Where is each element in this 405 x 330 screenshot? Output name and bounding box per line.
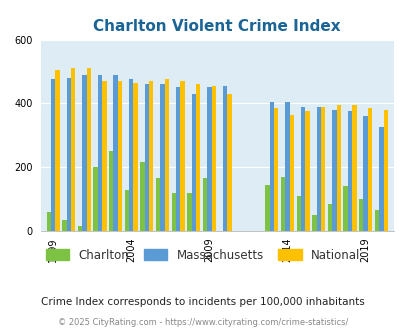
Bar — [196, 84, 200, 231]
Bar — [316, 107, 320, 231]
Bar — [358, 199, 362, 231]
Bar — [93, 167, 98, 231]
Bar — [265, 185, 269, 231]
Bar — [124, 189, 129, 231]
Bar — [86, 68, 91, 231]
Bar — [305, 112, 309, 231]
Bar — [347, 112, 352, 231]
Legend: Charlton, Massachusetts, National: Charlton, Massachusetts, National — [41, 244, 364, 266]
Bar — [367, 108, 371, 231]
Text: © 2025 CityRating.com - https://www.cityrating.com/crime-statistics/: © 2025 CityRating.com - https://www.city… — [58, 318, 347, 327]
Bar — [300, 107, 305, 231]
Bar — [211, 86, 215, 231]
Bar — [378, 127, 383, 231]
Bar — [285, 102, 289, 231]
Bar — [269, 102, 273, 231]
Bar — [113, 75, 117, 231]
Bar — [296, 196, 300, 231]
Bar — [156, 178, 160, 231]
Bar — [117, 81, 122, 231]
Bar — [55, 70, 60, 231]
Bar — [207, 87, 211, 231]
Bar — [140, 162, 144, 231]
Bar — [311, 215, 316, 231]
Bar — [71, 68, 75, 231]
Bar — [320, 107, 324, 231]
Bar — [164, 80, 168, 231]
Bar — [187, 193, 191, 231]
Bar — [109, 151, 113, 231]
Bar — [343, 186, 347, 231]
Bar — [129, 80, 133, 231]
Bar — [202, 178, 207, 231]
Text: Crime Index corresponds to incidents per 100,000 inhabitants: Crime Index corresponds to incidents per… — [41, 297, 364, 307]
Bar — [374, 210, 378, 231]
Bar — [66, 78, 71, 231]
Bar — [327, 204, 331, 231]
Bar — [62, 220, 66, 231]
Bar — [352, 105, 356, 231]
Bar — [149, 81, 153, 231]
Bar — [280, 177, 285, 231]
Bar — [98, 75, 102, 231]
Bar — [180, 81, 184, 231]
Bar — [175, 87, 180, 231]
Bar — [383, 110, 387, 231]
Bar — [47, 212, 51, 231]
Bar — [133, 82, 137, 231]
Bar — [336, 105, 340, 231]
Bar — [273, 108, 278, 231]
Bar — [82, 75, 86, 231]
Bar — [331, 110, 336, 231]
Bar — [51, 80, 55, 231]
Bar — [171, 193, 175, 231]
Bar — [289, 115, 293, 231]
Bar — [160, 84, 164, 231]
Bar — [362, 116, 367, 231]
Title: Charlton Violent Crime Index: Charlton Violent Crime Index — [93, 19, 340, 34]
Bar — [227, 94, 231, 231]
Bar — [222, 86, 227, 231]
Bar — [144, 84, 149, 231]
Bar — [102, 81, 106, 231]
Bar — [191, 94, 196, 231]
Bar — [78, 226, 82, 231]
